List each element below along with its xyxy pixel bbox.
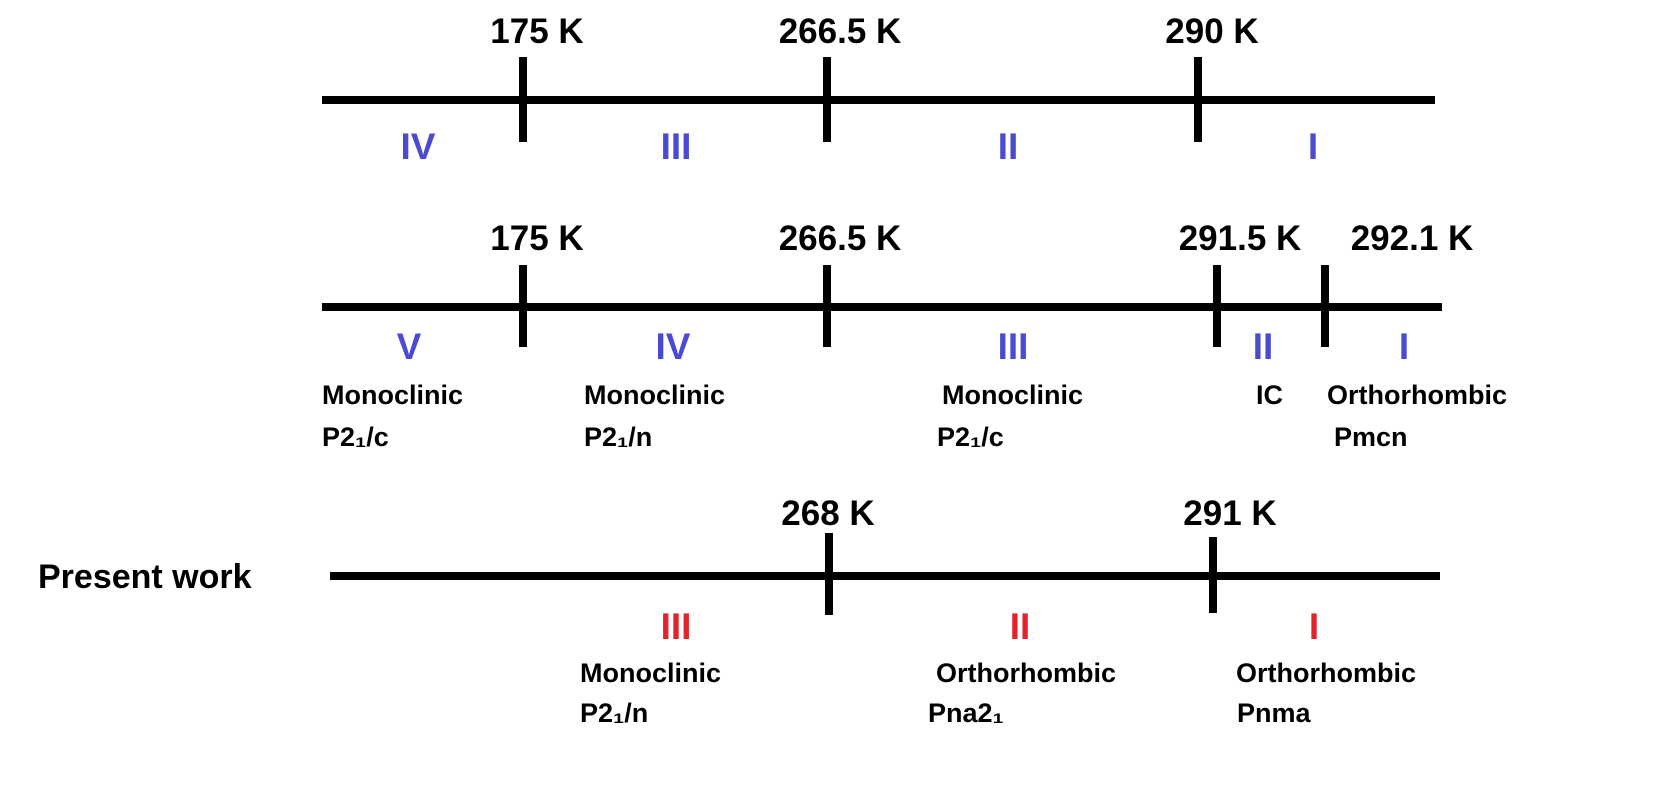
transition-tick [825, 533, 833, 615]
timeline-axis [322, 303, 1442, 311]
space-group-label: P2₁/n [584, 422, 653, 452]
transition-temperature-label: 266.5 K [778, 12, 902, 51]
transition-tick [519, 265, 527, 347]
transition-tick [823, 57, 831, 142]
crystal-system-label: Monoclinic [584, 380, 725, 410]
space-group-label: Pna2₁ [928, 698, 1004, 728]
phase-numeral: II [1009, 606, 1031, 647]
transition-temperature-label: 292.1 K [1350, 219, 1474, 258]
transition-tick [1321, 265, 1329, 347]
phase-numeral: II [997, 126, 1019, 167]
phase-numeral: V [396, 326, 422, 367]
crystal-system-label: Orthorhombic [1327, 380, 1507, 410]
transition-temperature-label: 291.5 K [1178, 219, 1302, 258]
crystal-system-label: Monoclinic [580, 658, 721, 688]
phase-numeral: IV [655, 326, 691, 367]
transition-temperature-label: 266.5 K [778, 219, 902, 258]
phase-numeral: I [1308, 606, 1320, 647]
transition-tick [519, 57, 527, 142]
transition-temperature-label: 175 K [490, 219, 584, 258]
space-group-label: Pmcn [1334, 422, 1408, 452]
crystal-system-label: Monoclinic [942, 380, 1083, 410]
transition-tick [823, 265, 831, 347]
phase-numeral: I [1307, 126, 1319, 167]
phase-numeral: IV [400, 126, 436, 167]
timeline-axis [330, 572, 1440, 580]
crystal-system-label: IC [1256, 380, 1283, 410]
transition-temperature-label: 175 K [490, 12, 584, 51]
row-label: Present work [38, 558, 252, 596]
transition-temperature-label: 290 K [1165, 12, 1259, 51]
phase-numeral: III [660, 126, 692, 167]
space-group-label: P2₁/n [580, 698, 649, 728]
transition-tick [1194, 57, 1202, 142]
transition-tick [1209, 537, 1217, 613]
crystal-system-label: Orthorhombic [936, 658, 1116, 688]
transition-temperature-label: 268 K [781, 494, 875, 533]
space-group-label: P2₁/c [322, 422, 389, 452]
crystal-system-label: Monoclinic [322, 380, 463, 410]
transition-tick [1213, 265, 1221, 347]
phase-numeral: I [1398, 326, 1410, 367]
phase-numeral: II [1252, 326, 1274, 367]
timeline-axis [322, 96, 1435, 104]
phase-numeral: III [660, 606, 692, 647]
transition-temperature-label: 291 K [1183, 494, 1277, 533]
space-group-label: Pnma [1237, 698, 1311, 728]
phase-numeral: III [997, 326, 1029, 367]
space-group-label: P2₁/c [937, 422, 1004, 452]
crystal-system-label: Orthorhombic [1236, 658, 1416, 688]
